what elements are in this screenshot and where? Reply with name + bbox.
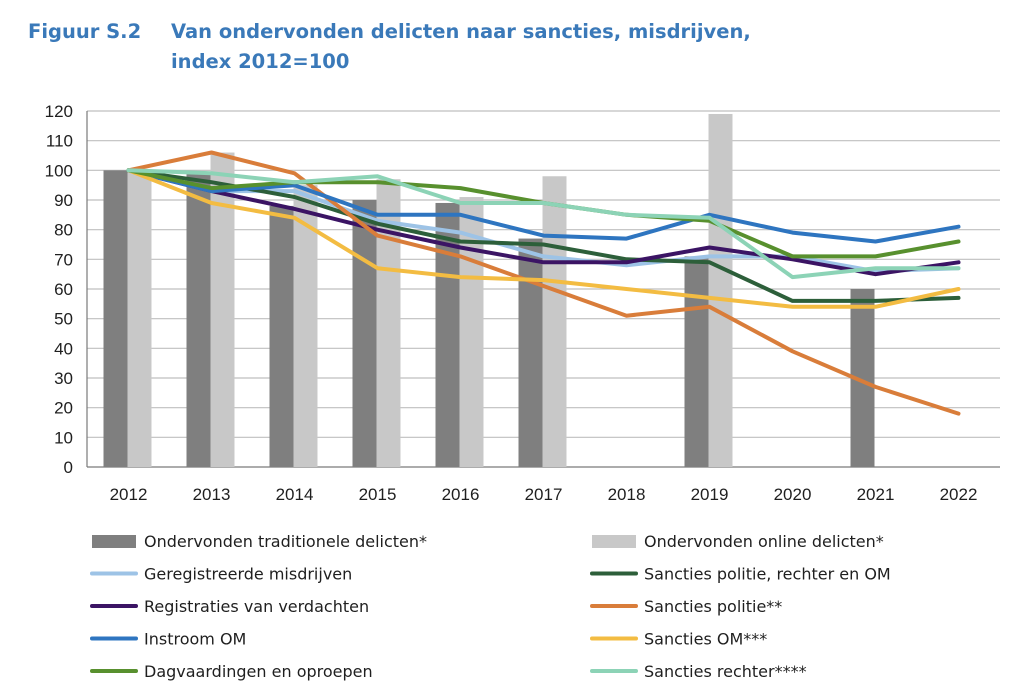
y-tick-label: 50 bbox=[54, 310, 73, 329]
legend-label: Sancties politie** bbox=[644, 597, 782, 616]
bar-online-2014 bbox=[293, 185, 318, 467]
y-axis: 0 10 20 30 40 50 60 70 80 90 100 110 120 bbox=[45, 102, 88, 477]
y-tick-label: 80 bbox=[54, 221, 73, 240]
legend-label: Registraties van verdachten bbox=[144, 597, 369, 616]
bar-traditional-2013 bbox=[186, 173, 211, 468]
bar-traditional-2019 bbox=[684, 256, 709, 467]
series-line-4 bbox=[126, 168, 961, 244]
title-line-2: index 2012=100 bbox=[171, 50, 350, 73]
bar-traditional-2017 bbox=[518, 238, 543, 467]
x-tick-label: 2021 bbox=[857, 485, 895, 504]
bar-online-2013 bbox=[210, 152, 235, 468]
y-tick-label: 100 bbox=[45, 161, 73, 180]
bar-online-2017 bbox=[542, 176, 567, 467]
lines bbox=[126, 150, 961, 416]
x-axis: 2012 2013 2014 2015 2016 2017 2018 2019 2020 2021… bbox=[110, 485, 978, 504]
figure-title: Figuur S.2 Van ondervonden delicten naar… bbox=[0, 0, 1022, 90]
bar-traditional-2014 bbox=[269, 205, 294, 467]
y-tick-label: 110 bbox=[46, 132, 73, 151]
x-tick-label: 2012 bbox=[110, 485, 148, 504]
bar-online-2019 bbox=[708, 113, 733, 467]
bar-online-2012 bbox=[127, 170, 152, 468]
legend-swatch-bar bbox=[92, 535, 136, 548]
y-tick-label: 20 bbox=[54, 399, 73, 418]
legend-label: Sancties OM*** bbox=[644, 630, 767, 649]
y-tick-label: 90 bbox=[54, 191, 73, 210]
x-tick-label: 2017 bbox=[525, 485, 563, 504]
series-line-1 bbox=[126, 168, 961, 303]
x-tick-label: 2015 bbox=[359, 485, 397, 504]
legend-label: Sancties politie, rechter en OM bbox=[644, 565, 891, 584]
series-line-7 bbox=[126, 168, 961, 280]
y-tick-label: 0 bbox=[64, 458, 73, 477]
figure-label: Figuur S.2 bbox=[28, 20, 142, 43]
legend: Ondervonden traditionele delicten* Onderv… bbox=[90, 532, 891, 681]
legend-swatch-bar bbox=[592, 535, 636, 548]
x-tick-label: 2016 bbox=[442, 485, 480, 504]
y-tick-label: 120 bbox=[45, 102, 73, 121]
x-tick-label: 2018 bbox=[608, 485, 646, 504]
series-line-2 bbox=[126, 168, 961, 277]
x-tick-label: 2013 bbox=[193, 485, 231, 504]
x-tick-label: 2014 bbox=[276, 485, 314, 504]
x-tick-label: 2019 bbox=[691, 485, 729, 504]
y-tick-label: 40 bbox=[54, 339, 73, 358]
bar-traditional-2012 bbox=[103, 170, 128, 468]
legend-label: Sancties rechter**** bbox=[644, 662, 807, 681]
bar-traditional-2015 bbox=[352, 200, 377, 467]
legend-label: Dagvaardingen en oproepen bbox=[144, 662, 373, 681]
y-tick-label: 10 bbox=[54, 428, 73, 447]
x-tick-label: 2020 bbox=[774, 485, 812, 504]
legend-label: Instroom OM bbox=[144, 630, 246, 649]
y-tick-label: 30 bbox=[54, 369, 73, 388]
series-line-5 bbox=[126, 168, 961, 309]
y-tick-label: 70 bbox=[54, 250, 73, 269]
x-tick-label: 2022 bbox=[940, 485, 978, 504]
legend-label: Ondervonden traditionele delicten* bbox=[144, 532, 427, 551]
title-line-1: Van ondervonden delicten naar sancties, … bbox=[171, 20, 751, 43]
y-tick-label: 60 bbox=[54, 280, 73, 299]
series-line-3 bbox=[126, 150, 961, 416]
legend-label: Ondervonden online delicten* bbox=[644, 532, 884, 551]
bars bbox=[103, 113, 875, 468]
legend-label: Geregistreerde misdrijven bbox=[144, 565, 352, 584]
